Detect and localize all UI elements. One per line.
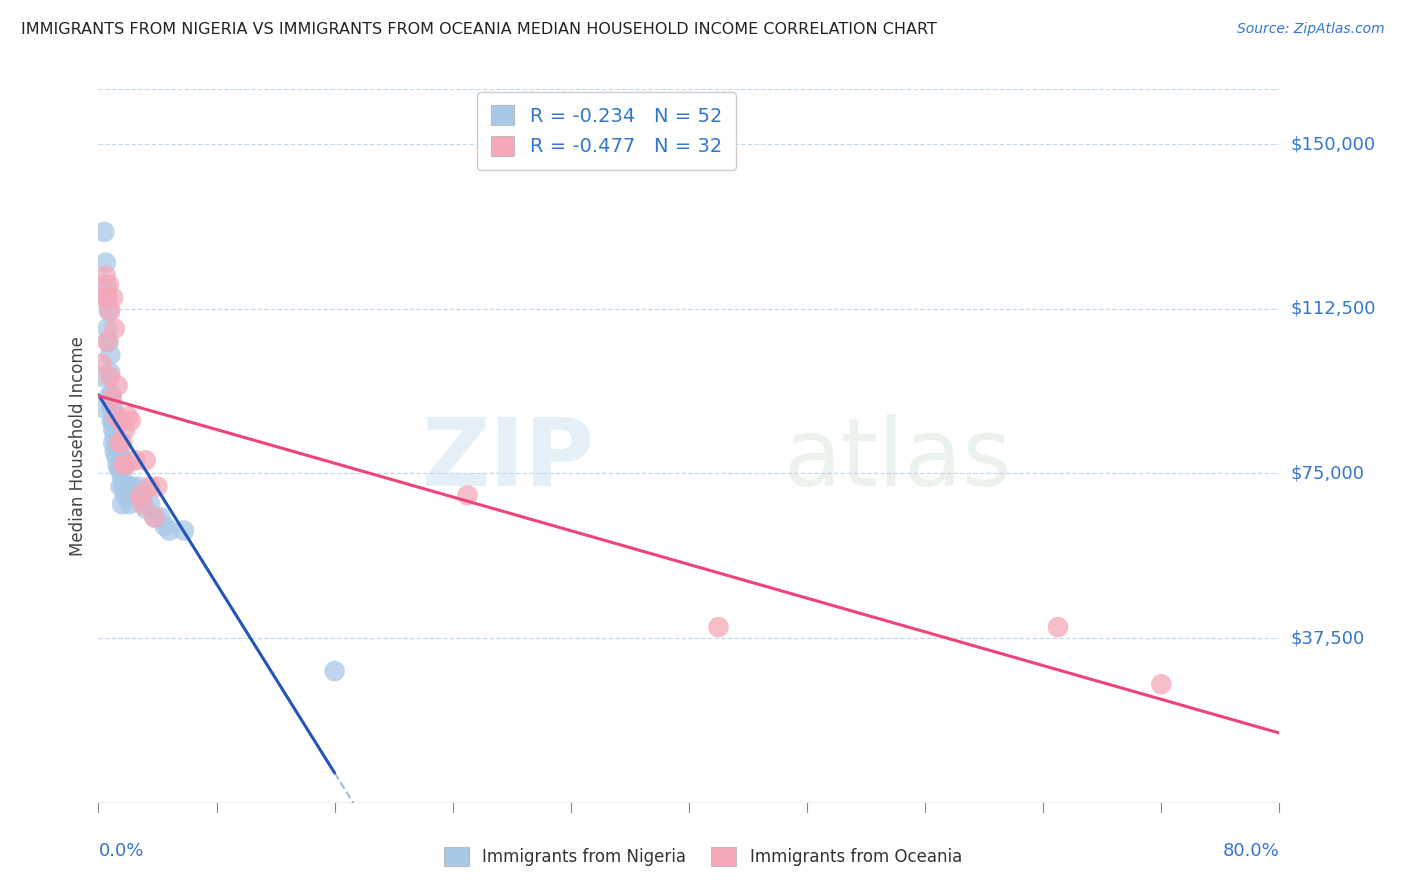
Point xyxy=(110,480,132,494)
Point xyxy=(104,409,127,424)
Point xyxy=(120,414,142,428)
Point xyxy=(115,458,138,472)
Point xyxy=(103,414,125,428)
Point xyxy=(103,435,125,450)
Point xyxy=(124,488,146,502)
Point xyxy=(94,255,117,269)
Point xyxy=(118,497,141,511)
Point xyxy=(111,497,134,511)
Point xyxy=(100,414,122,428)
Point xyxy=(110,414,132,428)
Point xyxy=(117,409,139,424)
Point xyxy=(104,444,127,458)
Point xyxy=(157,524,180,538)
Text: $75,000: $75,000 xyxy=(1291,465,1365,483)
Point xyxy=(111,471,134,485)
Point xyxy=(143,510,166,524)
Point xyxy=(98,387,121,401)
Point xyxy=(146,480,169,494)
Point xyxy=(98,304,121,318)
Point xyxy=(107,458,129,472)
Text: atlas: atlas xyxy=(783,414,1012,507)
Point xyxy=(105,435,128,450)
Point xyxy=(97,277,120,292)
Point xyxy=(108,462,131,476)
Text: IMMIGRANTS FROM NIGERIA VS IMMIGRANTS FROM OCEANIA MEDIAN HOUSEHOLD INCOME CORRE: IMMIGRANTS FROM NIGERIA VS IMMIGRANTS FR… xyxy=(21,22,936,37)
Point xyxy=(114,458,136,472)
Point xyxy=(100,401,122,415)
Point xyxy=(173,524,195,538)
Point xyxy=(94,277,117,292)
Point xyxy=(96,291,118,305)
Point xyxy=(707,620,730,634)
Point xyxy=(121,480,143,494)
Point xyxy=(97,334,120,349)
Point xyxy=(110,449,132,463)
Point xyxy=(127,480,149,494)
Text: $37,500: $37,500 xyxy=(1291,629,1365,647)
Point xyxy=(112,480,135,494)
Point xyxy=(98,366,121,380)
Point xyxy=(132,488,155,502)
Point xyxy=(103,291,125,305)
Text: ZIP: ZIP xyxy=(422,414,595,507)
Legend: Immigrants from Nigeria, Immigrants from Oceania: Immigrants from Nigeria, Immigrants from… xyxy=(436,838,970,875)
Point xyxy=(124,453,146,467)
Point xyxy=(103,423,125,437)
Point xyxy=(98,369,121,384)
Point xyxy=(1046,620,1070,634)
Point xyxy=(100,387,122,401)
Point xyxy=(139,497,162,511)
Point xyxy=(100,392,122,406)
Text: $150,000: $150,000 xyxy=(1291,135,1375,153)
Point xyxy=(104,321,127,335)
Point xyxy=(132,497,155,511)
Point xyxy=(104,426,127,441)
Point xyxy=(96,321,118,335)
Text: 80.0%: 80.0% xyxy=(1223,842,1279,860)
Point xyxy=(323,664,346,678)
Legend: R = -0.234   N = 52, R = -0.477   N = 32: R = -0.234 N = 52, R = -0.477 N = 32 xyxy=(477,92,735,169)
Point xyxy=(108,444,131,458)
Y-axis label: Median Household Income: Median Household Income xyxy=(69,336,87,556)
Text: 0.0%: 0.0% xyxy=(98,842,143,860)
Point xyxy=(98,348,121,362)
Point xyxy=(96,334,118,349)
Point xyxy=(105,449,128,463)
Point xyxy=(110,462,132,476)
Point xyxy=(135,453,157,467)
Point xyxy=(117,480,139,494)
Point xyxy=(105,409,128,424)
Point xyxy=(94,268,117,283)
Point xyxy=(107,440,129,454)
Point xyxy=(91,291,114,305)
Point xyxy=(139,480,162,494)
Point xyxy=(93,225,115,239)
Point xyxy=(108,435,131,450)
Point xyxy=(90,357,112,371)
Point xyxy=(103,401,125,415)
Point xyxy=(457,488,479,502)
Point xyxy=(153,519,176,533)
Point xyxy=(111,435,134,450)
Text: $112,500: $112,500 xyxy=(1291,300,1376,318)
Point xyxy=(143,510,166,524)
Point xyxy=(105,423,128,437)
Point xyxy=(128,488,150,502)
Point xyxy=(149,510,172,524)
Point xyxy=(114,488,136,502)
Point xyxy=(107,378,129,392)
Point xyxy=(97,304,120,318)
Point xyxy=(135,501,157,516)
Point xyxy=(90,369,112,384)
Point xyxy=(114,423,136,437)
Point xyxy=(112,458,135,472)
Text: Source: ZipAtlas.com: Source: ZipAtlas.com xyxy=(1237,22,1385,37)
Point xyxy=(1150,677,1173,691)
Point xyxy=(111,453,134,467)
Point xyxy=(91,401,114,415)
Point xyxy=(96,291,118,305)
